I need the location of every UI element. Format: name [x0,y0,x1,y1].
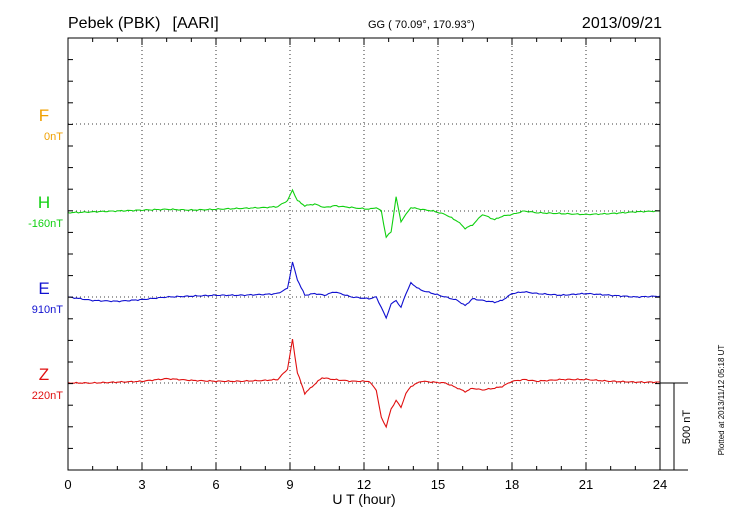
series-name-H: H [38,193,50,212]
x-tick-label-24: 24 [653,477,667,492]
x-tick-label-21: 21 [579,477,593,492]
series-offset-E: 910nT [32,304,63,316]
x-tick-label-0: 0 [64,477,71,492]
series-offset-H: -160nT [28,218,63,230]
series-labels: F 0nT H -160nT E 910nT Z 220nT [28,106,63,402]
series-offset-Z: 220nT [32,390,63,402]
station-title: Pebek (PBK) [68,15,160,32]
x-tick-label-18: 18 [505,477,519,492]
x-axis-label: U T (hour) [332,491,395,507]
network-label: [AARI] [173,15,219,32]
date-label: 2013/09/21 [582,15,662,32]
x-tick-label-3: 3 [138,477,145,492]
series-line-E [68,261,661,320]
x-tick-label-6: 6 [212,477,219,492]
series-name-F: F [39,106,49,125]
axis-ticks: 0 3 6 9 12 15 18 21 24 [64,37,667,492]
series-line-Z [67,339,661,429]
x-tick-label-9: 9 [286,477,293,492]
series-line-H [67,188,660,239]
series-offset-F: 0nT [44,131,63,143]
x-tick-label-15: 15 [431,477,445,492]
series-name-Z: Z [39,365,49,384]
plotted-note: Plotted at 2013/11/12 05:18 UT [717,345,726,456]
series-name-E: E [38,279,49,298]
scale-bar-label: 500 nT [681,410,693,445]
scale-bar: 500 nT [660,382,693,471]
series-lines [67,188,661,429]
grid-lines [68,38,660,470]
coordinates-label: GG ( 70.09°, 170.93°) [368,19,475,31]
x-tick-label-12: 12 [357,477,371,492]
